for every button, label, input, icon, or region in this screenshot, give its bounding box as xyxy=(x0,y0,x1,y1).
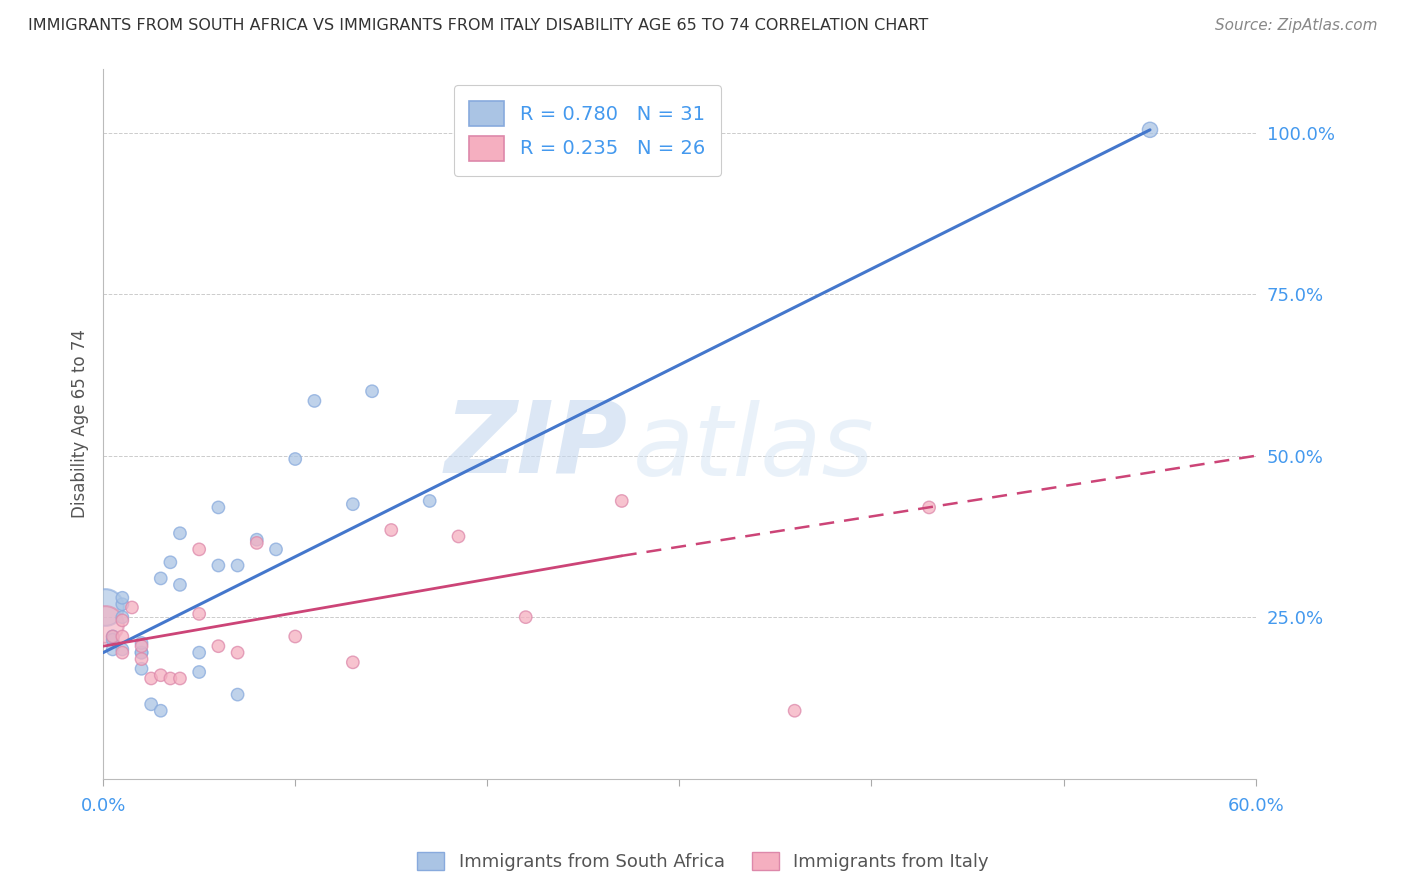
Point xyxy=(1139,123,1161,137)
Point xyxy=(101,632,124,647)
Point xyxy=(159,555,181,569)
Point xyxy=(141,698,163,712)
Text: atlas: atlas xyxy=(633,400,875,497)
Point xyxy=(188,607,211,621)
Legend: Immigrants from South Africa, Immigrants from Italy: Immigrants from South Africa, Immigrants… xyxy=(411,845,995,879)
Point xyxy=(226,688,249,702)
Point xyxy=(207,639,229,653)
Point xyxy=(131,646,153,660)
Point xyxy=(419,494,441,508)
Point xyxy=(131,636,153,650)
Point xyxy=(246,533,269,547)
Point xyxy=(188,542,211,557)
Point xyxy=(380,523,402,537)
Point xyxy=(246,536,269,550)
Point xyxy=(207,558,229,573)
Point xyxy=(131,662,153,676)
Point xyxy=(783,704,806,718)
Text: IMMIGRANTS FROM SOUTH AFRICA VS IMMIGRANTS FROM ITALY DISABILITY AGE 65 TO 74 CO: IMMIGRANTS FROM SOUTH AFRICA VS IMMIGRAN… xyxy=(28,18,928,33)
Point xyxy=(918,500,941,515)
Point xyxy=(131,652,153,666)
Point xyxy=(101,630,124,644)
Point xyxy=(111,646,134,660)
Point xyxy=(169,578,191,592)
Text: Source: ZipAtlas.com: Source: ZipAtlas.com xyxy=(1215,18,1378,33)
Point xyxy=(121,600,143,615)
Point xyxy=(111,613,134,627)
Point xyxy=(94,616,117,631)
Y-axis label: Disability Age 65 to 74: Disability Age 65 to 74 xyxy=(72,329,89,518)
Point xyxy=(169,526,191,541)
Point xyxy=(149,704,172,718)
Point xyxy=(264,542,287,557)
Point xyxy=(131,646,153,660)
Point xyxy=(111,597,134,611)
Point xyxy=(226,646,249,660)
Point xyxy=(101,642,124,657)
Point xyxy=(342,497,364,511)
Point xyxy=(515,610,537,624)
Point xyxy=(101,630,124,644)
Point xyxy=(207,500,229,515)
Point xyxy=(111,591,134,605)
Point xyxy=(361,384,384,399)
Point xyxy=(169,672,191,686)
Point xyxy=(111,630,134,644)
Point xyxy=(284,630,307,644)
Point xyxy=(284,452,307,467)
Text: ZIP: ZIP xyxy=(444,396,627,493)
Point xyxy=(141,672,163,686)
Point xyxy=(342,656,364,670)
Point xyxy=(94,600,117,615)
Point xyxy=(226,558,249,573)
Point xyxy=(111,642,134,657)
Point xyxy=(149,668,172,682)
Point xyxy=(149,571,172,585)
Point xyxy=(188,646,211,660)
Point xyxy=(447,529,470,543)
Legend: R = 0.780   N = 31, R = 0.235   N = 26: R = 0.780 N = 31, R = 0.235 N = 26 xyxy=(454,86,721,176)
Point xyxy=(610,494,633,508)
Point xyxy=(159,672,181,686)
Point xyxy=(188,665,211,679)
Point xyxy=(304,393,326,408)
Point xyxy=(131,639,153,653)
Point xyxy=(111,610,134,624)
